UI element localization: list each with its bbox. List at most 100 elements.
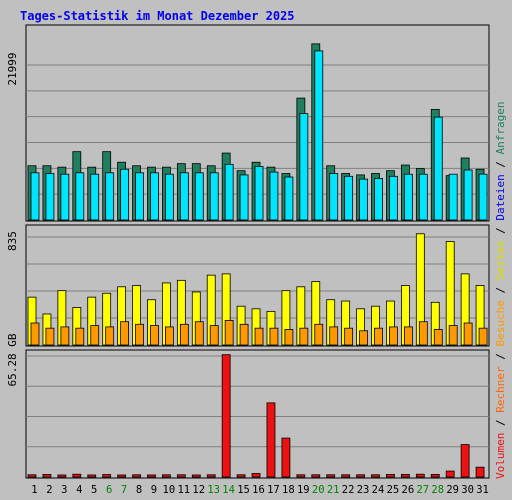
bar-dateien-11 bbox=[179, 172, 189, 221]
x-tick-label-28: 28 bbox=[431, 484, 444, 496]
legend-separator: / bbox=[494, 154, 507, 174]
bar-besuche-24 bbox=[374, 327, 383, 346]
bar-volumen-25 bbox=[386, 474, 395, 478]
bar-dateien-29 bbox=[448, 173, 458, 221]
bar-volumen-7 bbox=[117, 474, 127, 478]
bar-dateien-18 bbox=[284, 176, 294, 221]
bar-besuche-23 bbox=[359, 330, 368, 346]
x-tick-label-9: 9 bbox=[151, 484, 157, 496]
legend-rechner: Rechner bbox=[494, 366, 507, 413]
bar-volumen-29 bbox=[445, 470, 455, 478]
bar-volumen-6 bbox=[102, 474, 112, 478]
legend-separator: / bbox=[494, 347, 507, 367]
bar-dateien-19 bbox=[299, 113, 309, 221]
x-tick-label-18: 18 bbox=[282, 484, 295, 496]
bar-besuche-16 bbox=[254, 327, 264, 346]
bar-volumen-23 bbox=[356, 474, 365, 478]
bar-volumen-31 bbox=[475, 466, 485, 478]
x-tick-label-19: 19 bbox=[297, 484, 310, 496]
bar-besuche-29 bbox=[448, 325, 458, 346]
x-tick-label-15: 15 bbox=[237, 484, 250, 496]
bar-dateien-9 bbox=[150, 172, 159, 221]
bar-volumen-28 bbox=[430, 474, 440, 478]
side-legend: Volumen / Rechner / Besuche / Seiten / D… bbox=[494, 101, 507, 479]
x-tick-label-13: 13 bbox=[207, 484, 220, 496]
panel-top-max-label: 21999 bbox=[6, 52, 19, 85]
x-tick-label-17: 17 bbox=[267, 484, 280, 496]
bar-volumen-14 bbox=[221, 354, 231, 478]
legend-dateien: Dateien bbox=[494, 174, 507, 220]
legend-besuche: Besuche bbox=[494, 300, 507, 346]
bar-besuche-25 bbox=[389, 326, 398, 346]
bar-besuche-3 bbox=[60, 326, 70, 346]
chart-title: Tages-Statistik im Monat Dezember 2025 bbox=[20, 9, 295, 23]
bar-dateien-26 bbox=[403, 173, 413, 221]
bar-besuche-11 bbox=[179, 323, 189, 346]
series-besuche bbox=[30, 320, 488, 346]
panel-bottom-frame bbox=[25, 349, 490, 479]
bar-besuche-4 bbox=[75, 327, 85, 346]
bar-dateien-23 bbox=[359, 178, 368, 221]
bar-volumen-3 bbox=[57, 474, 67, 478]
bar-volumen-12 bbox=[191, 474, 201, 478]
x-tick-label-11: 11 bbox=[177, 484, 190, 496]
bar-volumen-26 bbox=[400, 474, 410, 478]
x-tick-label-3: 3 bbox=[61, 484, 67, 496]
bar-besuche-6 bbox=[105, 326, 115, 346]
bar-besuche-19 bbox=[299, 327, 309, 346]
panel-bottom-max-label: 65.28 GB bbox=[6, 333, 19, 386]
bar-dateien-25 bbox=[389, 175, 398, 221]
bar-volumen-30 bbox=[460, 444, 470, 478]
x-tick-label-16: 16 bbox=[252, 484, 265, 496]
series-dateien bbox=[30, 50, 488, 221]
legend-separator: / bbox=[494, 413, 507, 433]
bar-volumen-15 bbox=[236, 474, 246, 478]
bar-dateien-4 bbox=[75, 172, 85, 221]
bar-besuche-10 bbox=[165, 326, 174, 346]
x-tick-label-6: 6 bbox=[106, 484, 112, 496]
legend-separator: / bbox=[494, 280, 507, 300]
x-tick-label-20: 20 bbox=[312, 484, 325, 496]
bar-dateien-28 bbox=[433, 116, 443, 221]
legend-volumen: Volumen bbox=[494, 433, 507, 479]
bar-volumen-13 bbox=[206, 474, 216, 478]
bar-dateien-1 bbox=[30, 172, 40, 221]
bar-dateien-6 bbox=[105, 172, 115, 221]
bar-besuche-28 bbox=[433, 329, 443, 346]
bar-volumen-1 bbox=[27, 474, 37, 478]
bar-volumen-8 bbox=[132, 474, 141, 478]
bar-besuche-13 bbox=[209, 325, 219, 346]
bar-dateien-15 bbox=[239, 174, 249, 221]
bar-besuche-21 bbox=[329, 326, 339, 346]
x-tick-label-21: 21 bbox=[327, 484, 340, 496]
bar-besuche-26 bbox=[403, 326, 413, 346]
bar-volumen-4 bbox=[72, 473, 82, 478]
x-axis-day-labels: 1 2 3 4 5 6 7 8 9 10 11 12 13 14 15 16 17 18 19 20 21 22 23 24 2… bbox=[31, 484, 489, 496]
bar-dateien-30 bbox=[463, 169, 473, 221]
x-tick-label-25: 25 bbox=[387, 484, 400, 496]
x-tick-label-27: 27 bbox=[416, 484, 429, 496]
bar-besuche-12 bbox=[194, 321, 204, 346]
x-tick-label-5: 5 bbox=[91, 484, 97, 496]
bar-volumen-16 bbox=[251, 473, 261, 478]
bar-volumen-2 bbox=[42, 474, 52, 478]
bar-volumen-22 bbox=[341, 474, 351, 478]
x-tick-label-24: 24 bbox=[372, 484, 385, 496]
bar-volumen-20 bbox=[311, 474, 321, 478]
legend-seiten: Seiten bbox=[494, 241, 507, 281]
x-tick-label-7: 7 bbox=[121, 484, 127, 496]
bar-volumen-19 bbox=[296, 474, 306, 478]
bar-dateien-8 bbox=[135, 172, 144, 221]
x-tick-label-26: 26 bbox=[402, 484, 415, 496]
bar-dateien-10 bbox=[165, 173, 174, 221]
bar-besuche-15 bbox=[239, 323, 249, 346]
panel-bottom: 65.28 GB bbox=[6, 333, 490, 479]
x-tick-label-8: 8 bbox=[136, 484, 142, 496]
bar-volumen-18 bbox=[281, 437, 291, 478]
legend-anfragen: Anfragen bbox=[494, 101, 507, 154]
x-tick-label-31: 31 bbox=[476, 484, 489, 496]
bar-besuche-22 bbox=[344, 327, 354, 346]
bar-besuche-14 bbox=[224, 320, 234, 346]
bar-volumen-10 bbox=[162, 474, 171, 478]
